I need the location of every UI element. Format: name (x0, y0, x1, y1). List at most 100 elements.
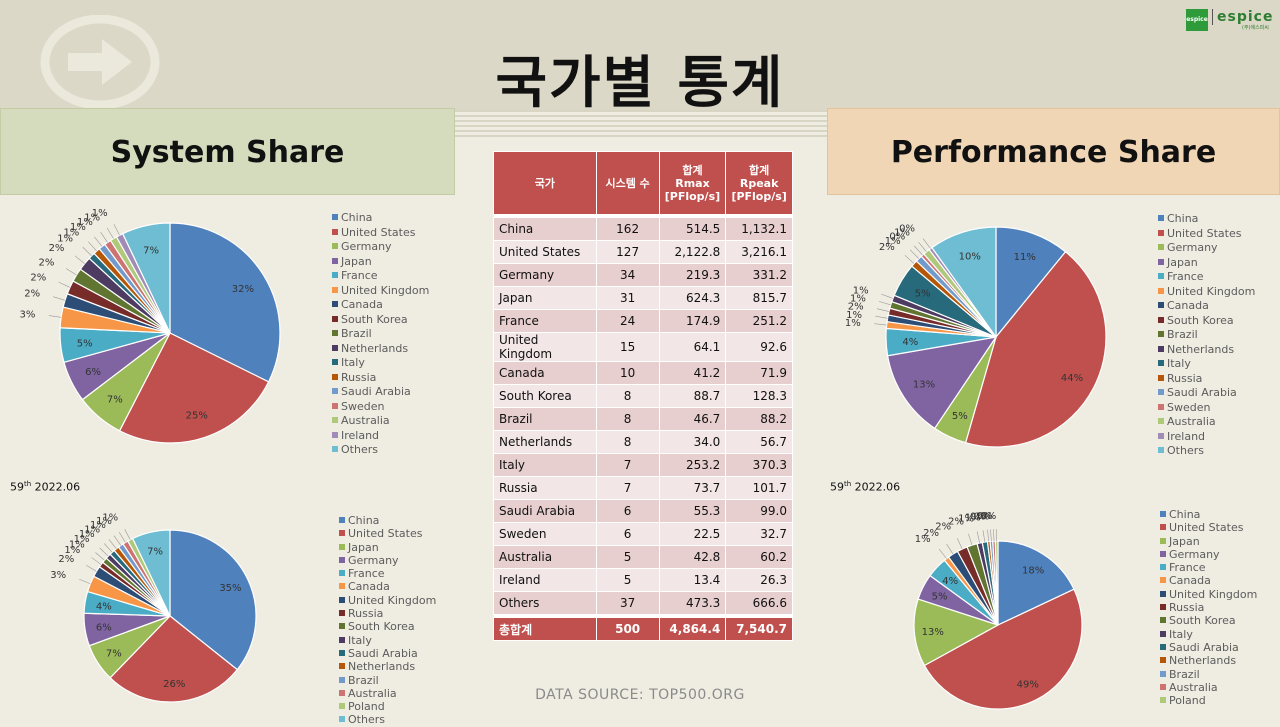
pie-slice-label: 4% (96, 601, 112, 612)
cell-systems: 10 (596, 362, 659, 385)
pie-slice-label: 18% (1022, 566, 1044, 577)
pie-slice-label: 1% (92, 208, 108, 219)
cell-country: Russia (494, 477, 597, 500)
legend-swatch (1158, 447, 1164, 453)
legend-swatch (1158, 433, 1164, 439)
legend-item: Italy (339, 634, 436, 647)
pie-slice-label: 3% (20, 310, 36, 321)
cell-rpeak: 92.6 (726, 333, 793, 362)
legend-item: Japan (332, 255, 429, 270)
cell-systems: 31 (596, 287, 659, 310)
leader-line (119, 532, 125, 542)
pie-slice-label: 1% (102, 513, 118, 524)
total-rmax: 4,864.4 (659, 618, 726, 641)
leader-line (914, 246, 922, 255)
legend-item: Australia (1158, 415, 1255, 430)
legend-swatch (339, 517, 345, 523)
legend-swatch (339, 703, 345, 709)
pie-slice-label: 2% (49, 243, 65, 254)
legend-label: United States (341, 226, 416, 239)
pie-slice-label: 5% (77, 339, 93, 350)
legend-label: Russia (341, 371, 376, 384)
cell-country: United States (494, 241, 597, 264)
leader-line (939, 549, 946, 558)
system-share-header: System Share (0, 108, 455, 195)
legend-label: Japan (1169, 535, 1200, 548)
pie-slice-label: 5% (915, 289, 931, 300)
cell-rpeak: 88.2 (726, 408, 793, 431)
legend-label: Netherlands (348, 660, 415, 673)
page-title: 국가별 통계 (0, 38, 1280, 119)
legend-swatch (1158, 404, 1164, 410)
cell-rpeak: 71.9 (726, 362, 793, 385)
leader-line (101, 232, 108, 242)
cell-rpeak: 26.3 (726, 569, 793, 592)
cell-rpeak: 3,216.1 (726, 241, 793, 264)
pie-slice-label: 6% (96, 623, 112, 634)
cell-country: Brazil (494, 408, 597, 431)
col-header-text: 시스템 수 (605, 177, 649, 190)
legend-swatch (332, 403, 338, 409)
legend-label: Canada (1167, 299, 1209, 312)
leader-line (879, 301, 891, 305)
leader-line (125, 529, 131, 540)
pie-slice-label: 13% (913, 380, 935, 391)
legend-label: France (348, 567, 385, 580)
legend-label: Others (341, 443, 378, 456)
cell-rpeak: 56.7 (726, 431, 793, 454)
legend-swatch (332, 388, 338, 394)
legend-item: South Korea (1158, 314, 1255, 329)
legend-swatch (1158, 302, 1164, 308)
legend-swatch (332, 258, 338, 264)
legend-swatch (339, 583, 345, 589)
legend-item: Netherlands (339, 660, 436, 673)
leader-line (881, 294, 893, 298)
leader-line (107, 228, 113, 239)
legend-label: Netherlands (341, 342, 408, 355)
cell-rpeak: 99.0 (726, 500, 793, 523)
leader-line (59, 282, 70, 287)
edition-date: 2022.06 (851, 481, 900, 494)
legend-swatch (332, 229, 338, 235)
legend-swatch (1160, 538, 1166, 544)
legend-swatch (332, 432, 338, 438)
legend-label: France (1169, 561, 1206, 574)
legend-swatch (1158, 259, 1164, 265)
legend-label: Italy (341, 356, 365, 369)
legend-swatch (1158, 389, 1164, 395)
legend-label: Canada (348, 580, 390, 593)
legend-label: Brazil (1169, 668, 1200, 681)
legend-swatch (1160, 644, 1166, 650)
legend-label: Germany (1167, 241, 1218, 254)
legend-item: Sweden (332, 400, 429, 415)
leader-line (79, 579, 90, 583)
legend-item: Others (339, 713, 436, 726)
pie-slice-label: 32% (232, 284, 254, 295)
legend-swatch (339, 650, 345, 656)
legend-item: Japan (339, 541, 436, 554)
leader-line (94, 237, 102, 247)
cell-rpeak: 666.6 (726, 592, 793, 615)
pie-slice-label: 3% (50, 570, 66, 581)
pie-slice-label: 10% (959, 251, 981, 262)
edition-label-right: 59th 2022.06 (830, 480, 900, 494)
cell-systems: 5 (596, 569, 659, 592)
leader-line (66, 268, 77, 275)
legend-swatch (1158, 346, 1164, 352)
cell-country: Others (494, 592, 597, 615)
cell-systems: 8 (596, 431, 659, 454)
cell-rmax: 473.3 (659, 592, 726, 615)
cell-rmax: 13.4 (659, 569, 726, 592)
cell-country: Japan (494, 287, 597, 310)
legend-label: United Kingdom (1169, 588, 1257, 601)
legend-item: France (1158, 270, 1255, 285)
legend-swatch (1160, 631, 1166, 637)
cell-systems: 7 (596, 477, 659, 500)
